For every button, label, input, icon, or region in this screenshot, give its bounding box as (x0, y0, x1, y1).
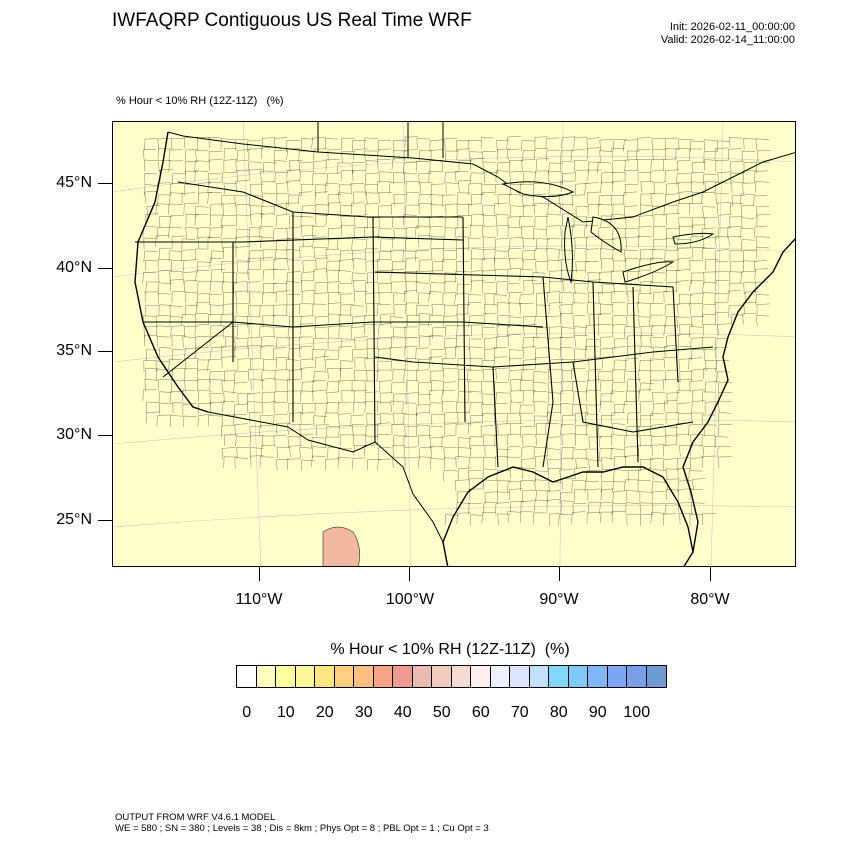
colorbar-label: 30 (354, 704, 373, 721)
colorbar-swatch (237, 666, 257, 687)
lat-tick (98, 435, 112, 436)
init-time: Init: 2026-02-11_00:00:00 (669, 21, 795, 33)
lon-label-80: 80°W (690, 591, 730, 608)
colorbar-swatch (334, 666, 354, 687)
county-boundaries (142, 136, 771, 526)
county-lines (142, 136, 771, 526)
lon-label-90: 90°W (539, 591, 579, 608)
lon-line-80 (710, 122, 724, 566)
colorbar-label: 90 (588, 704, 607, 721)
colorbar-swatch (588, 666, 608, 687)
colorbar (236, 665, 667, 688)
lon-tick (409, 567, 410, 581)
colorbar-swatch (646, 666, 666, 687)
colorbar-label: 80 (549, 704, 568, 721)
lat-line-45 (113, 155, 795, 193)
colorbar-label: 20 (315, 704, 334, 721)
colorbar-label: 70 (510, 704, 529, 721)
coastline (134, 131, 795, 566)
colorbar-swatch (451, 666, 471, 687)
lon-tick (259, 567, 260, 581)
lat-tick (98, 268, 112, 269)
lat-line-30 (113, 419, 795, 445)
map-background (113, 122, 795, 566)
lake-huron (590, 216, 622, 253)
colorbar-swatch (568, 666, 588, 687)
lat-label-35: 35°N (56, 342, 92, 359)
lat-tick (98, 183, 112, 184)
colorbar-label: 0 (242, 704, 252, 721)
pacific-coast (134, 131, 209, 413)
map-panel (112, 121, 796, 567)
lake-erie (622, 261, 675, 283)
lake-michigan (564, 216, 573, 284)
field-label: % Hour < 10% RH (12Z-11Z) (%) (116, 95, 284, 107)
lat-tick (98, 351, 112, 352)
colorbar-swatch (607, 666, 627, 687)
colorbar-swatch (471, 666, 491, 687)
lat-label-25: 25°N (56, 511, 92, 528)
lon-line-100 (402, 122, 412, 566)
colorbar-swatch (432, 666, 452, 687)
colorbar-label: 50 (432, 704, 451, 721)
colorbar-label: 100 (623, 704, 651, 721)
lat-tick (98, 520, 112, 521)
colorbar-swatch (412, 666, 432, 687)
colorbar-swatch (315, 666, 335, 687)
mexico-border (207, 411, 449, 566)
colorbar-title: % Hour < 10% RH (12Z-11Z) (%) (330, 641, 570, 658)
colorbar-swatch (490, 666, 510, 687)
colorbar-swatch (529, 666, 549, 687)
lon-tick (559, 567, 560, 581)
colorbar-swatch (295, 666, 315, 687)
mexico-highlight-area (322, 526, 360, 566)
colorbar-label: 40 (393, 704, 412, 721)
atlantic-coast (682, 238, 795, 553)
lat-line-35 (113, 332, 795, 363)
colorbar-swatch (549, 666, 569, 687)
colorbar-swatch (373, 666, 393, 687)
lat-line-25 (113, 505, 795, 528)
lon-label-100: 100°W (385, 591, 435, 608)
plot-title: IWFAQRP Contiguous US Real Time WRF (112, 10, 472, 31)
colorbar-swatch (256, 666, 276, 687)
lat-label-30: 30°N (56, 426, 92, 443)
map-svg (113, 122, 795, 566)
colorbar-label: 60 (471, 704, 490, 721)
colorbar-swatch (393, 666, 413, 687)
gulf-coast (442, 466, 694, 566)
model-footer-line1: OUTPUT FROM WRF V4.6.1 MODEL (115, 812, 276, 823)
great-lakes (501, 181, 715, 284)
lon-tick (710, 567, 711, 581)
colorbar-swatch (276, 666, 296, 687)
state-boundaries (135, 181, 714, 468)
lat-label-40: 40°N (56, 259, 92, 276)
colorbar-swatch (510, 666, 530, 687)
lon-label-110: 110°W (235, 591, 283, 608)
model-footer-line2: WE = 580 ; SN = 380 ; Levels = 38 ; Dis … (115, 823, 489, 834)
lake-superior (501, 181, 575, 198)
lat-label-45: 45°N (56, 174, 92, 191)
valid-time: Valid: 2026-02-14_11:00:00 (660, 34, 795, 46)
colorbar-swatch (627, 666, 647, 687)
graticule (113, 122, 795, 566)
lon-line-110 (242, 122, 262, 566)
colorbar-swatch (354, 666, 374, 687)
colorbar-label: 10 (276, 704, 295, 721)
